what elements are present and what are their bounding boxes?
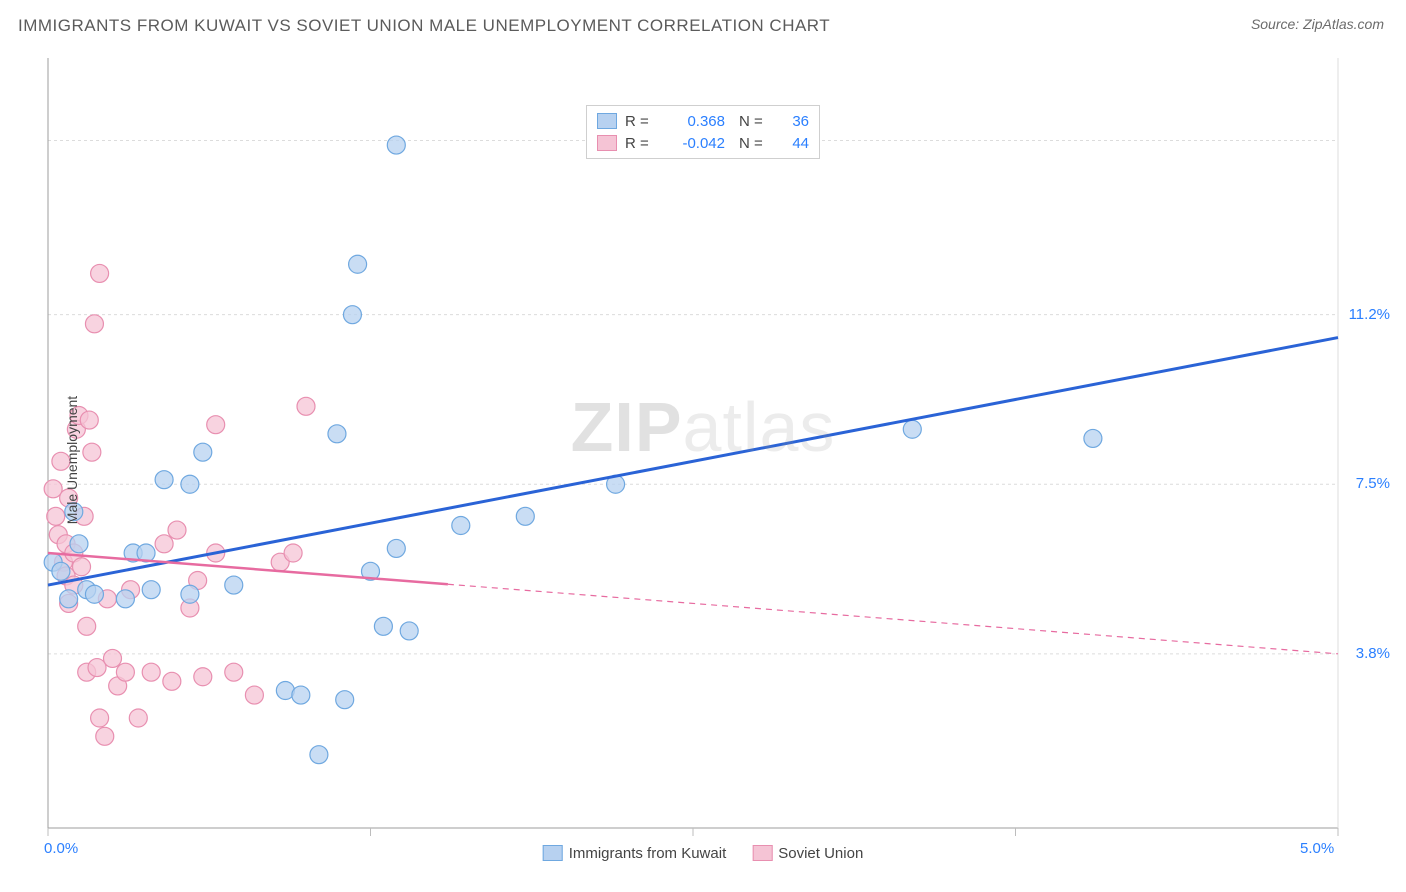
chart-container: Male Unemployment ZIPatlas R = 0.368 N =… — [0, 50, 1406, 870]
legend-item-soviet: Soviet Union — [752, 845, 863, 862]
y-tick-label-0: 3.8% — [1356, 645, 1390, 662]
legend-row-soviet: R = -0.042 N = 44 — [597, 132, 809, 154]
chart-source: Source: ZipAtlas.com — [1251, 16, 1384, 32]
chart-title: IMMIGRANTS FROM KUWAIT VS SOVIET UNION M… — [18, 16, 830, 36]
x-axis-min-label: 0.0% — [44, 840, 78, 857]
n-value-kuwait: 36 — [779, 113, 809, 130]
n-value-soviet: 44 — [779, 135, 809, 152]
y-axis-label: Male Unemployment — [64, 396, 80, 524]
swatch-kuwait-icon — [543, 845, 563, 861]
y-tick-label-1: 7.5% — [1356, 475, 1390, 492]
swatch-soviet-icon — [752, 845, 772, 861]
legend-item-kuwait: Immigrants from Kuwait — [543, 845, 727, 862]
r-value-kuwait: 0.368 — [665, 113, 725, 130]
x-axis-max-label: 5.0% — [1300, 840, 1334, 857]
legend-correlation: R = 0.368 N = 36 R = -0.042 N = 44 — [586, 105, 820, 159]
scatter-plot — [0, 50, 1398, 868]
swatch-kuwait — [597, 113, 617, 129]
legend-row-kuwait: R = 0.368 N = 36 — [597, 110, 809, 132]
swatch-soviet — [597, 135, 617, 151]
r-value-soviet: -0.042 — [665, 135, 725, 152]
y-tick-label-2: 11.2% — [1349, 306, 1390, 323]
legend-series: Immigrants from Kuwait Soviet Union — [543, 845, 864, 862]
